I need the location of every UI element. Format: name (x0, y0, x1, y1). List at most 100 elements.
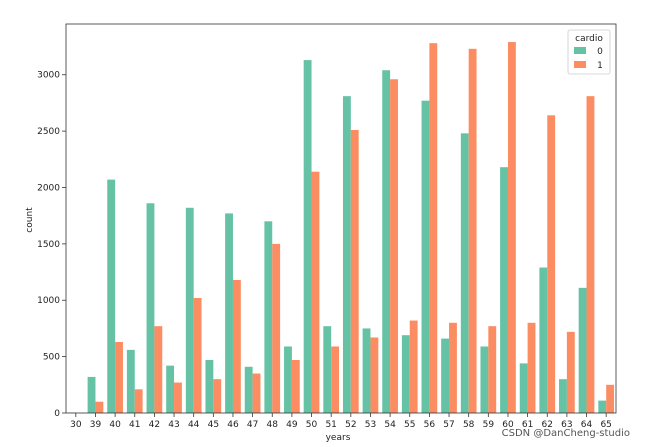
y-tick-label: 2000 (37, 183, 60, 193)
x-tick-label: 30 (70, 420, 82, 430)
watermark: CSDN @DanCheng-studio (501, 428, 630, 439)
bar-50-cardio-1 (311, 171, 320, 413)
y-tick-label: 0 (54, 409, 60, 419)
x-tick-label: 41 (129, 420, 140, 430)
x-tick-label: 48 (267, 420, 279, 430)
legend-swatch-1 (574, 61, 586, 68)
x-tick-label: 44 (188, 420, 200, 430)
bar-57-cardio-1 (449, 322, 457, 413)
bar-41-cardio-0 (126, 349, 135, 413)
x-tick-label: 56 (424, 420, 436, 430)
legend-title: cardio (575, 34, 603, 44)
bar-39-cardio-0 (87, 376, 96, 413)
plot-frame (65, 23, 617, 414)
x-tick-label: 57 (443, 420, 454, 430)
legend-label-1: 1 (597, 61, 603, 71)
bar-64-cardio-0 (578, 287, 587, 413)
bar-48-cardio-1 (272, 243, 281, 413)
bars-layer (67, 42, 615, 414)
bar-62-cardio-0 (539, 267, 548, 413)
x-axis-label: years (326, 433, 351, 443)
bar-43-cardio-0 (166, 365, 175, 413)
bar-63-cardio-0 (559, 379, 567, 413)
bar-65-cardio-0 (598, 400, 607, 413)
x-tick-label: 51 (325, 420, 336, 430)
bar-40-cardio-1 (115, 341, 123, 413)
bar-54-cardio-1 (390, 79, 398, 414)
x-tick-label: 53 (365, 420, 376, 430)
x-tick-label: 47 (247, 420, 258, 430)
bar-60-cardio-0 (500, 167, 508, 413)
x-tick-label: 59 (483, 420, 495, 430)
bar-60-cardio-1 (507, 42, 516, 413)
x-tick-label: 46 (227, 420, 239, 430)
y-tick-label: 3000 (37, 71, 60, 81)
bar-47-cardio-1 (252, 373, 261, 413)
x-tick-label: 39 (90, 420, 102, 430)
x-tick-label: 55 (404, 420, 415, 430)
bar-48-cardio-0 (264, 221, 273, 413)
y-tick-label: 1000 (37, 296, 60, 306)
bar-52-cardio-0 (342, 96, 351, 413)
y-axis-label: count (25, 207, 35, 233)
bar-45-cardio-1 (213, 379, 222, 413)
y-tick-label: 1500 (37, 240, 60, 250)
x-tick-label: 52 (345, 420, 356, 430)
bar-59-cardio-0 (480, 346, 489, 413)
bar-55-cardio-1 (409, 320, 418, 413)
x-tick-label: 42 (149, 420, 160, 430)
x-tick-label: 61 (522, 420, 533, 430)
x-tick-label: 64 (581, 420, 593, 430)
bar-47-cardio-0 (244, 366, 253, 413)
legend-label-0: 0 (597, 47, 603, 57)
bar-55-cardio-0 (401, 335, 410, 413)
bar-39-cardio-1 (95, 401, 104, 413)
bar-53-cardio-0 (362, 328, 371, 413)
bar-46-cardio-1 (232, 279, 241, 413)
x-tick-label: 58 (463, 420, 475, 430)
bar-46-cardio-0 (225, 213, 233, 413)
bar-56-cardio-0 (421, 100, 430, 414)
x-tick-label: 45 (208, 420, 219, 430)
bar-45-cardio-0 (205, 360, 214, 413)
x-tick-label: 63 (561, 420, 572, 430)
x-tick-label: 60 (502, 420, 514, 430)
bar-65-cardio-1 (606, 384, 615, 413)
x-tick-label: 54 (384, 420, 396, 430)
legend: cardio 0 1 (567, 29, 611, 75)
bar-62-cardio-1 (547, 115, 556, 413)
bar-58-cardio-0 (460, 133, 469, 413)
bar-49-cardio-1 (291, 360, 300, 413)
bar-42-cardio-1 (154, 326, 163, 413)
bar-40-cardio-0 (107, 179, 116, 413)
bar-63-cardio-1 (566, 331, 575, 413)
x-tick-label: 50 (306, 420, 318, 430)
bar-51-cardio-0 (323, 326, 332, 413)
bar-43-cardio-1 (174, 382, 182, 413)
bar-44-cardio-0 (185, 207, 194, 413)
bar-58-cardio-1 (468, 48, 477, 414)
x-tick-label: 40 (109, 420, 121, 430)
bar-53-cardio-1 (370, 337, 379, 413)
bar-54-cardio-0 (382, 70, 391, 413)
bar-57-cardio-0 (441, 338, 450, 413)
y-tick-label: 2500 (37, 127, 60, 137)
x-tick-label: 43 (168, 420, 179, 430)
bar-41-cardio-1 (134, 389, 143, 413)
bar-64-cardio-1 (586, 96, 595, 413)
bar-49-cardio-0 (284, 346, 292, 413)
x-tick-label: 62 (542, 420, 553, 430)
x-tick-label: 49 (286, 420, 298, 430)
x-tick-label: 65 (600, 420, 611, 430)
bar-61-cardio-1 (527, 322, 536, 413)
bar-51-cardio-1 (331, 346, 340, 413)
bar-50-cardio-0 (303, 60, 312, 414)
bar-42-cardio-0 (146, 203, 155, 413)
bar-56-cardio-1 (429, 43, 438, 413)
y-tick-label: 500 (43, 353, 60, 363)
bar-59-cardio-1 (488, 326, 497, 413)
bar-52-cardio-1 (350, 129, 359, 413)
bar-61-cardio-0 (519, 363, 528, 413)
